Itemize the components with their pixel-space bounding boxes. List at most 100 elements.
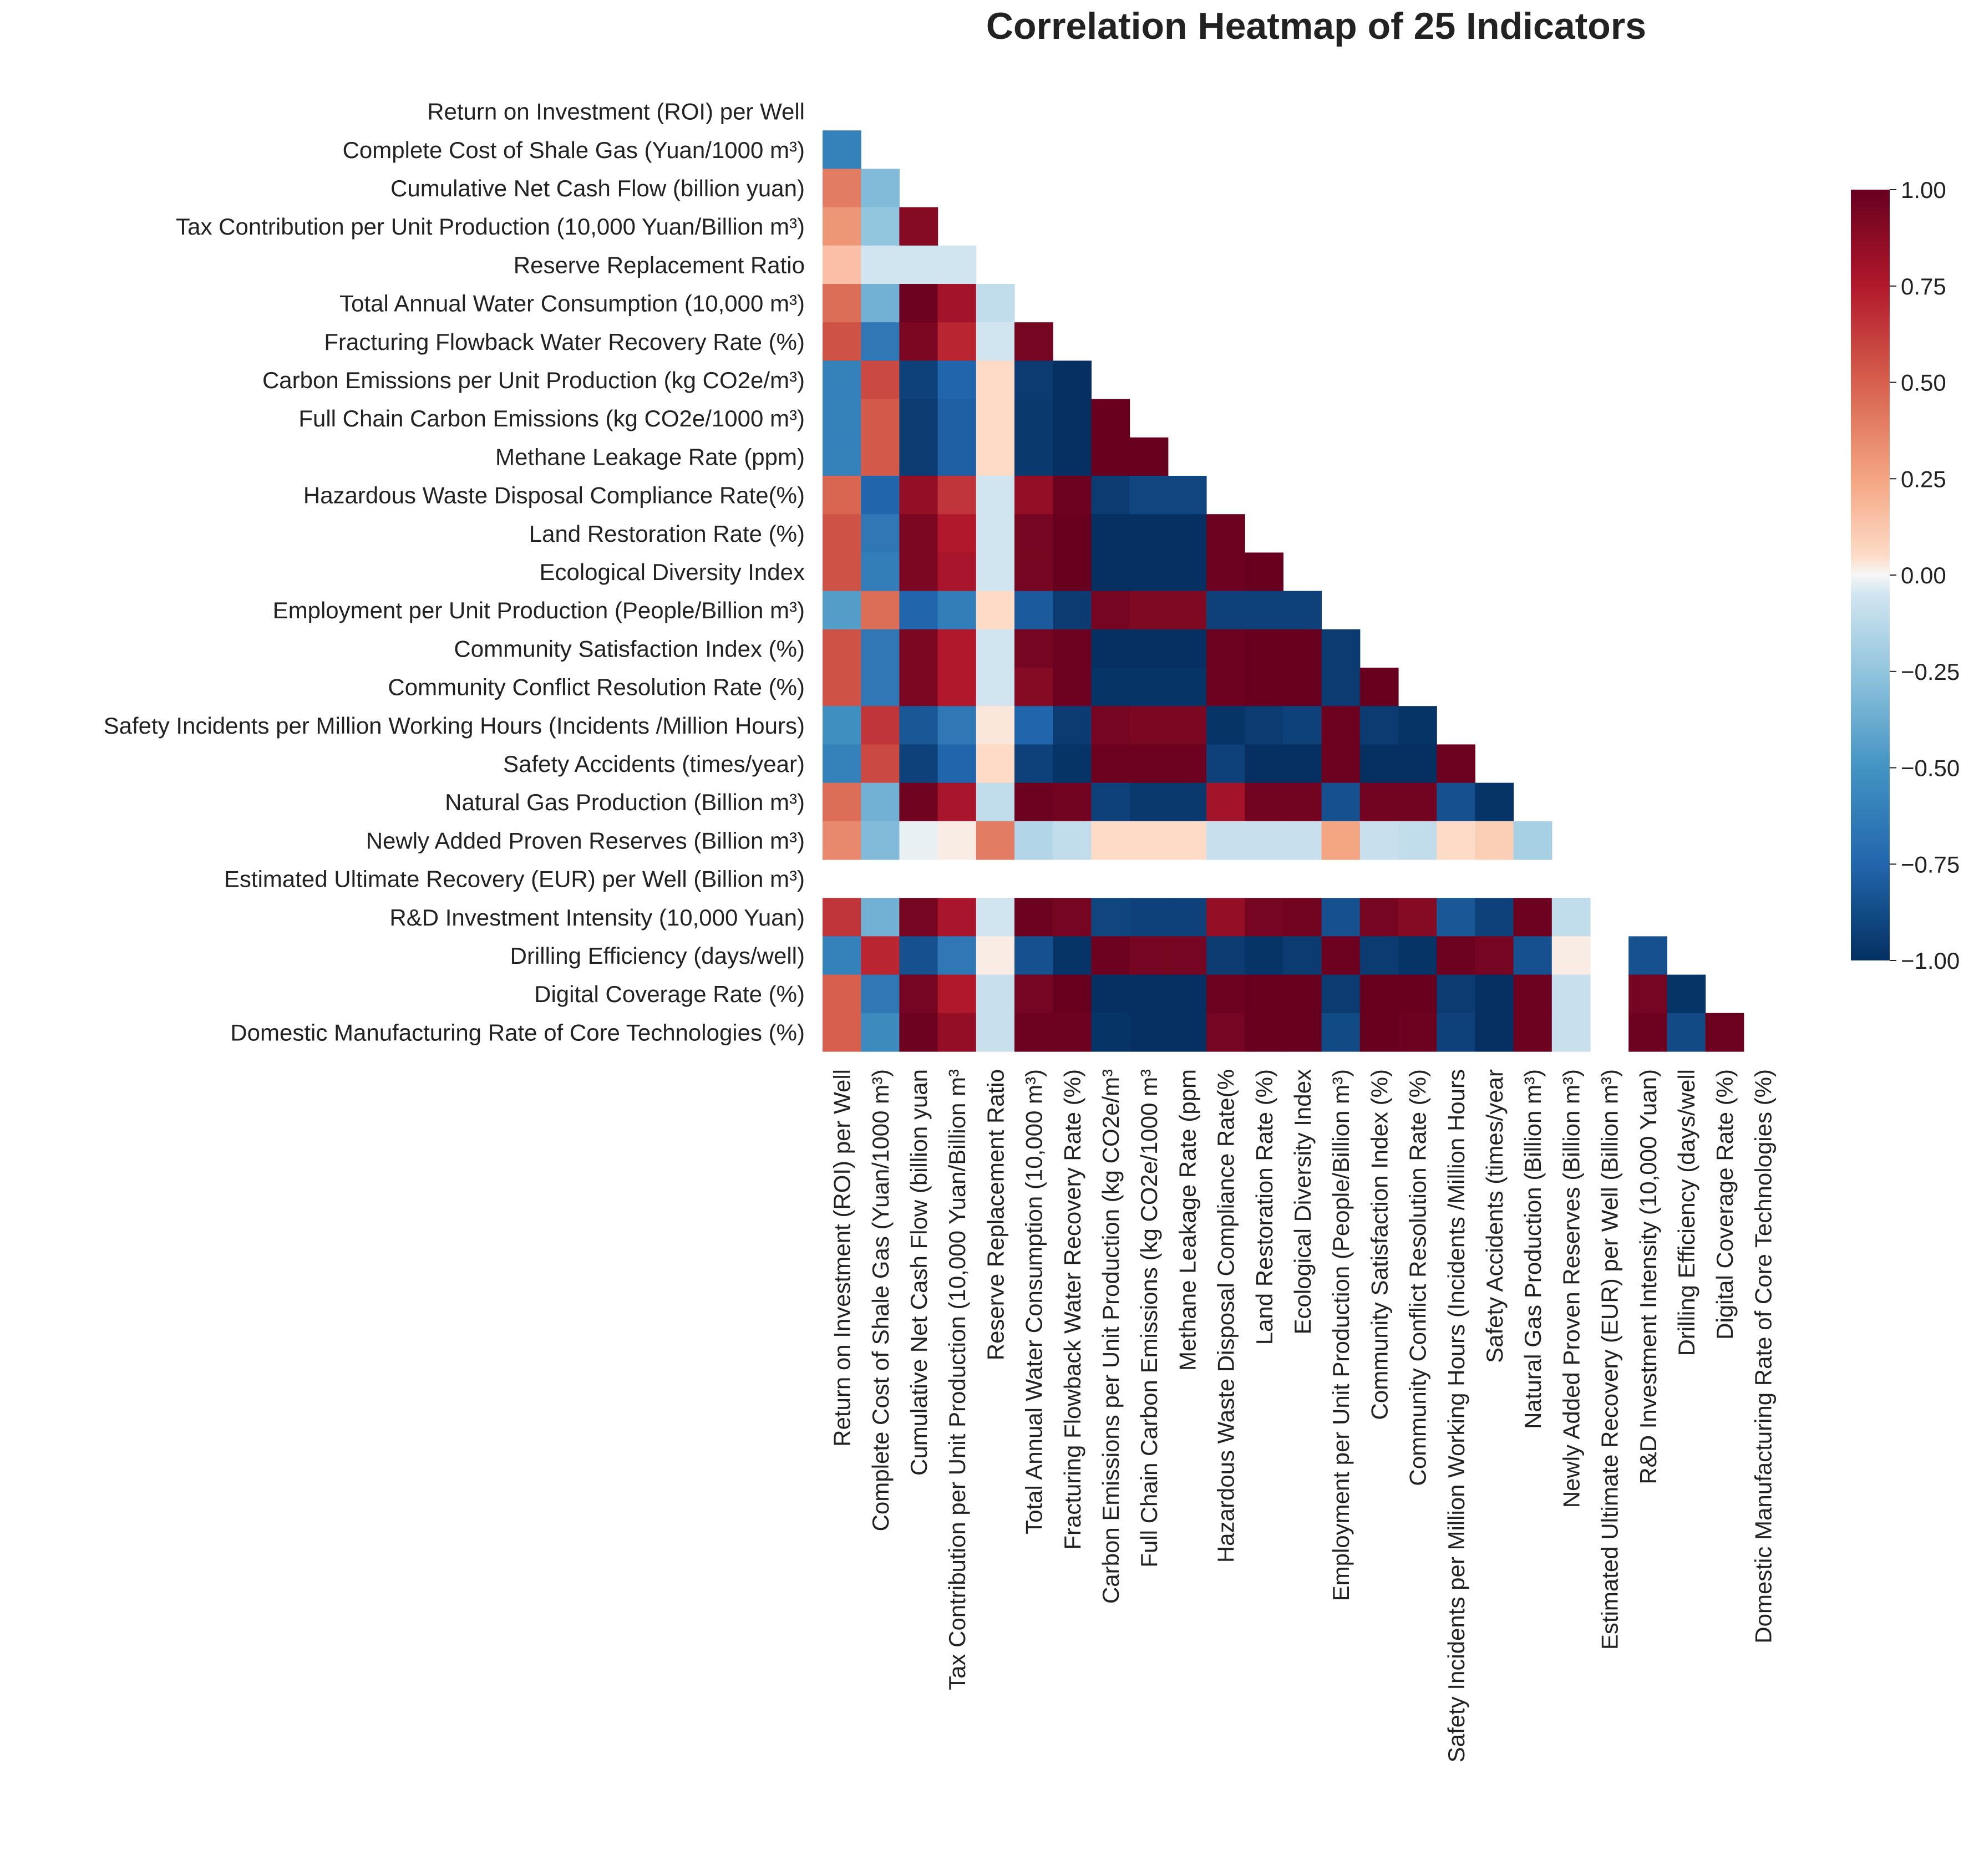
heatmap-cell xyxy=(976,668,1015,706)
heatmap-cell xyxy=(1014,782,1053,822)
heatmap-cell xyxy=(1206,936,1245,975)
heatmap-cell xyxy=(823,1013,861,1052)
heatmap-cell xyxy=(976,514,1015,553)
heatmap-cell xyxy=(1245,782,1283,822)
heatmap-cell xyxy=(899,360,938,400)
heatmap-cell xyxy=(1437,782,1475,822)
colorbar-tick-label: −1.00 xyxy=(1901,948,1960,974)
heatmap-cell xyxy=(1245,629,1283,668)
heatmap-cell xyxy=(976,936,1015,975)
heatmap-cell xyxy=(899,207,938,246)
heatmap-cell xyxy=(1206,744,1245,784)
heatmap-cell xyxy=(1168,974,1207,1014)
heatmap-cell xyxy=(1091,399,1130,438)
heatmap-cell xyxy=(1168,591,1207,630)
heatmap-cell xyxy=(1091,1013,1130,1052)
heatmap-cell xyxy=(899,936,938,975)
heatmap-cell xyxy=(937,821,977,860)
heatmap-cell xyxy=(1245,552,1283,592)
heatmap-cell xyxy=(1129,514,1169,553)
heatmap-cell xyxy=(1437,744,1475,784)
heatmap-cell xyxy=(1398,974,1437,1014)
heatmap-cell xyxy=(1321,706,1361,745)
heatmap-cell xyxy=(1129,552,1169,592)
heatmap-cell xyxy=(899,245,938,284)
heatmap-cell xyxy=(1053,898,1092,937)
y-tick-label: Full Chain Carbon Emissions (kg CO2e/100… xyxy=(298,405,805,431)
x-tick-label: Carbon Emissions per Unit Production (kg… xyxy=(1098,1069,1124,1604)
heatmap-cell xyxy=(1053,629,1092,668)
heatmap-cell xyxy=(823,821,861,860)
heatmap-cells xyxy=(823,130,1744,1052)
heatmap-cell xyxy=(1551,898,1591,937)
heatmap-cell xyxy=(1168,821,1207,860)
heatmap-cell xyxy=(1359,898,1399,937)
heatmap-cell xyxy=(1091,476,1130,515)
heatmap-cell xyxy=(861,207,900,246)
heatmap-cell xyxy=(1206,898,1245,937)
chart-title: Correlation Heatmap of 25 Indicators xyxy=(986,5,1646,47)
heatmap-cell xyxy=(899,898,938,937)
heatmap-cell xyxy=(976,360,1015,400)
heatmap-cell xyxy=(861,514,900,553)
colorbar-gradient xyxy=(1851,190,1890,960)
heatmap-cell xyxy=(861,169,900,208)
heatmap-cell xyxy=(1053,821,1092,860)
heatmap-cell xyxy=(937,1013,977,1052)
heatmap-cell xyxy=(1321,744,1361,784)
heatmap-cell xyxy=(861,782,900,822)
heatmap-cell xyxy=(823,476,861,515)
heatmap-cell xyxy=(1206,668,1245,706)
heatmap-cell xyxy=(823,552,861,592)
heatmap-cell xyxy=(861,629,900,668)
heatmap-cell xyxy=(937,284,977,323)
heatmap-cell xyxy=(1129,974,1169,1014)
heatmap-cell xyxy=(1129,782,1169,822)
heatmap-cell xyxy=(1245,898,1283,937)
heatmap-cell xyxy=(1014,898,1053,937)
y-tick-label: Natural Gas Production (Billion m³) xyxy=(445,789,805,815)
heatmap-cell xyxy=(1206,974,1245,1014)
heatmap-cell xyxy=(861,552,900,592)
x-tick-label: Fracturing Flowback Water Recovery Rate … xyxy=(1059,1069,1085,1550)
heatmap-cell xyxy=(1014,629,1053,668)
heatmap-cell xyxy=(861,744,900,784)
heatmap-cell xyxy=(823,782,861,822)
heatmap-cell xyxy=(1014,476,1053,515)
heatmap-cell xyxy=(1168,629,1207,668)
heatmap-cell xyxy=(823,322,861,361)
heatmap-cell xyxy=(1437,898,1475,937)
y-tick-label: Estimated Ultimate Recovery (EUR) per We… xyxy=(224,866,805,892)
heatmap-cell xyxy=(976,974,1015,1014)
heatmap-cell xyxy=(861,399,900,438)
heatmap-cell xyxy=(1206,591,1245,630)
heatmap-cell xyxy=(861,591,900,630)
heatmap-cell xyxy=(1359,782,1399,822)
heatmap-cell xyxy=(1168,706,1207,745)
heatmap-cell xyxy=(1091,629,1130,668)
x-tick-label: Digital Coverage Rate (%) xyxy=(1712,1069,1738,1340)
heatmap-cell xyxy=(899,514,938,553)
x-tick-label: Community Conflict Resolution Rate (%) xyxy=(1405,1069,1431,1486)
heatmap-cell xyxy=(937,936,977,975)
heatmap-cell xyxy=(937,322,977,361)
x-tick-label: Return on Investment (ROI) per Well xyxy=(829,1069,855,1447)
heatmap-cell xyxy=(1245,668,1283,706)
heatmap-cell xyxy=(1129,668,1169,706)
heatmap-cell xyxy=(1321,629,1361,668)
heatmap-cell xyxy=(1321,936,1361,975)
heatmap-cell xyxy=(1053,437,1092,476)
heatmap-cell xyxy=(1513,974,1552,1014)
heatmap-cell xyxy=(1053,1013,1092,1052)
heatmap-cell xyxy=(823,898,861,937)
heatmap-cell xyxy=(1283,591,1322,630)
heatmap-cell xyxy=(1129,936,1169,975)
heatmap-cell xyxy=(1091,514,1130,553)
heatmap-cell xyxy=(823,130,861,169)
heatmap-cell xyxy=(976,1013,1015,1052)
heatmap-cell xyxy=(1014,591,1053,630)
x-tick-label: Safety Accidents (times/year xyxy=(1481,1069,1508,1363)
heatmap-cell xyxy=(937,437,977,476)
heatmap-cell xyxy=(1321,782,1361,822)
colorbar-tick-label: 0.75 xyxy=(1901,273,1946,299)
